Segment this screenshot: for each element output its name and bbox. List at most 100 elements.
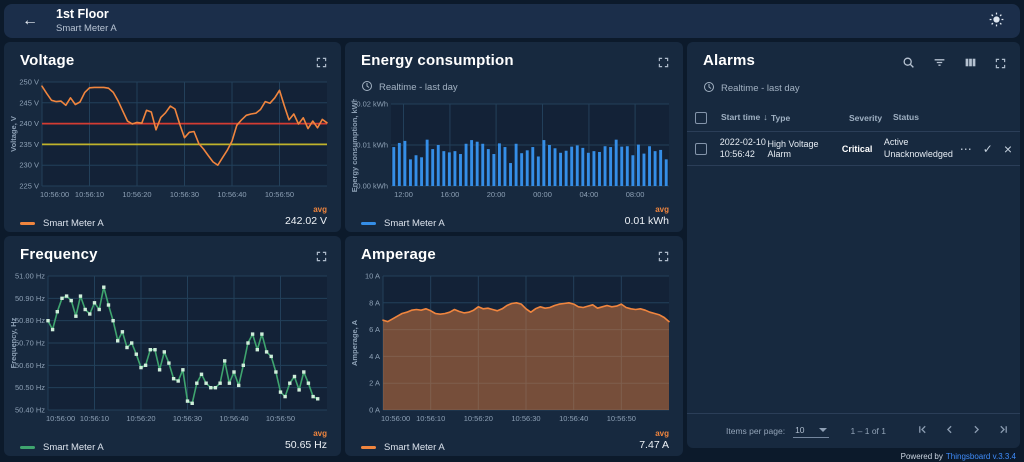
first-page-button[interactable] <box>916 423 929 439</box>
fullscreen-button[interactable] <box>314 54 329 73</box>
svg-text:4 A: 4 A <box>369 352 380 361</box>
energy-chart[interactable]: 12:00 16:00 20:00 00:00 04:00 08:00 0.02 kWh 0.… <box>349 97 677 205</box>
check-icon: ✓ <box>982 141 993 156</box>
page-range-label: 1 – 1 of 1 <box>850 426 886 436</box>
fullscreen-button[interactable] <box>993 55 1008 74</box>
svg-text:50.80 Hz: 50.80 Hz <box>15 316 45 325</box>
powered-by-label: Powered by <box>900 452 943 461</box>
svg-text:10:56:10: 10:56:10 <box>80 414 109 423</box>
svg-text:50.50 Hz: 50.50 Hz <box>15 383 45 392</box>
search-button[interactable] <box>900 54 917 74</box>
voltage-widget: Voltage 10:56:00 10:56:10 10:56:20 10:56:30… <box>4 42 341 232</box>
column-header-status[interactable]: Status <box>893 112 919 123</box>
sun-icon <box>989 12 1004 30</box>
frequency-widget: Frequency 10:56:00 10:56:10 10:56:20 10:56:… <box>4 236 341 456</box>
items-per-page-select[interactable]: 10 <box>793 425 829 438</box>
svg-text:10:56:40: 10:56:40 <box>217 190 246 199</box>
agg-value: 242.02 V <box>284 215 327 228</box>
clear-alarm-button[interactable]: × <box>1004 142 1012 156</box>
items-per-page-label: Items per page: <box>726 426 786 436</box>
row-checkbox[interactable] <box>695 142 707 155</box>
more-actions-button[interactable]: ⋯ <box>960 143 972 155</box>
agg-label: avg <box>313 205 327 214</box>
agg-label: avg <box>313 429 327 438</box>
agg-value: 0.01 kWh <box>624 215 669 228</box>
thingsboard-version-link[interactable]: Thingsboard v.3.3.4 <box>945 452 1016 461</box>
svg-text:10:56:10: 10:56:10 <box>75 190 104 199</box>
filter-button[interactable] <box>931 54 948 74</box>
svg-text:10:56:40: 10:56:40 <box>219 414 248 423</box>
svg-text:0.00 kWh: 0.00 kWh <box>356 182 388 191</box>
svg-text:12:00: 12:00 <box>394 190 413 199</box>
svg-text:10:56:20: 10:56:20 <box>464 414 493 423</box>
amperage-widget: Amperage 10:56:00 10:56:10 10:56:20 10:56:3… <box>345 236 683 456</box>
svg-text:00:00: 00:00 <box>533 190 552 199</box>
svg-text:Energy consumption, kWh: Energy consumption, kWh <box>350 99 359 192</box>
column-header-severity[interactable]: Severity <box>849 113 883 123</box>
svg-text:51.00 Hz: 51.00 Hz <box>15 272 45 281</box>
alarms-title: Alarms <box>703 52 756 69</box>
last-page-button[interactable] <box>997 423 1010 439</box>
last-page-icon <box>997 423 1010 439</box>
agg-value: 7.47 A <box>639 439 669 452</box>
fullscreen-button[interactable] <box>656 54 671 73</box>
legend-item-smart-meter-a[interactable]: Smart Meter A <box>20 442 104 453</box>
aggregation-block: avg 242.02 V <box>285 205 327 229</box>
aggregation-block: avg 50.65 Hz <box>285 429 327 453</box>
sort-desc-icon: ↓ <box>763 112 768 123</box>
legend-label: Smart Meter A <box>43 218 104 230</box>
back-button[interactable]: ← <box>18 11 42 31</box>
dashboard-subtitle: Smart Meter A <box>56 22 117 34</box>
alarm-severity: Critical <box>841 143 873 154</box>
amperage-chart[interactable]: 10:56:00 10:56:10 10:56:20 10:56:30 10:56:40… <box>349 271 677 429</box>
timewindow-button[interactable]: Realtime - last day <box>345 73 683 95</box>
frequency-chart[interactable]: 10:56:00 10:56:10 10:56:20 10:56:30 10:56:40… <box>8 271 335 429</box>
legend-item-smart-meter-a[interactable]: Smart Meter A <box>20 218 104 229</box>
theme-toggle-button[interactable] <box>987 10 1006 32</box>
svg-text:10:56:20: 10:56:20 <box>122 190 151 199</box>
legend-item-smart-meter-a[interactable]: Smart Meter A <box>361 218 445 229</box>
voltage-chart[interactable]: 10:56:00 10:56:10 10:56:20 10:56:30 10:56:40… <box>8 77 335 205</box>
aggregation-block: avg 7.47 A <box>639 429 669 453</box>
svg-text:0.01 kWh: 0.01 kWh <box>356 141 388 150</box>
svg-text:Amperage, A: Amperage, A <box>350 319 359 366</box>
fullscreen-icon <box>316 56 327 71</box>
prev-page-button[interactable] <box>943 423 956 439</box>
legend-label: Smart Meter A <box>384 218 445 230</box>
dashboard-titles: 1st Floor Smart Meter A <box>56 7 117 35</box>
legend-label: Smart Meter A <box>43 442 104 454</box>
svg-text:20:00: 20:00 <box>487 190 506 199</box>
fullscreen-button[interactable] <box>314 248 329 267</box>
acknowledge-button[interactable]: ✓ <box>983 143 993 155</box>
legend-swatch <box>20 222 35 225</box>
voltage-title: Voltage <box>20 52 75 69</box>
alarm-status: Active Unacknowledged <box>883 137 953 159</box>
first-page-icon <box>916 423 929 439</box>
legend-swatch <box>20 446 35 449</box>
svg-text:Frequency, Hz: Frequency, Hz <box>9 317 18 368</box>
svg-text:10 A: 10 A <box>365 272 380 281</box>
svg-text:10:56:00: 10:56:00 <box>381 414 410 423</box>
svg-text:2 A: 2 A <box>369 379 380 388</box>
fullscreen-button[interactable] <box>656 248 671 267</box>
svg-text:10:56:00: 10:56:00 <box>46 414 75 423</box>
footer: Powered by Thingsboard v.3.3.4 <box>901 452 1016 461</box>
fullscreen-icon <box>658 250 669 265</box>
columns-button[interactable] <box>962 54 979 74</box>
svg-text:0 A: 0 A <box>369 406 380 415</box>
select-all-checkbox[interactable] <box>695 112 707 124</box>
legend-item-smart-meter-a[interactable]: Smart Meter A <box>361 442 445 453</box>
amperage-title: Amperage <box>361 246 436 263</box>
energy-widget: Energy consumption Realtime - last day <box>345 42 683 232</box>
svg-text:10:56:10: 10:56:10 <box>416 414 445 423</box>
next-page-button[interactable] <box>970 423 983 439</box>
column-header-start-time[interactable]: Start time ↓ <box>721 112 768 123</box>
svg-text:240 V: 240 V <box>19 119 39 128</box>
dashboard-toolbar: ← 1st Floor Smart Meter A <box>4 4 1020 38</box>
timewindow-button[interactable]: Realtime - last day <box>687 74 1020 96</box>
svg-text:0.02 kWh: 0.02 kWh <box>356 100 388 109</box>
alarm-row[interactable]: 2022-02-10 10:56:42 High Voltage Alarm C… <box>687 132 1020 167</box>
column-header-type[interactable]: Type <box>771 113 791 123</box>
clock-icon <box>361 80 373 95</box>
